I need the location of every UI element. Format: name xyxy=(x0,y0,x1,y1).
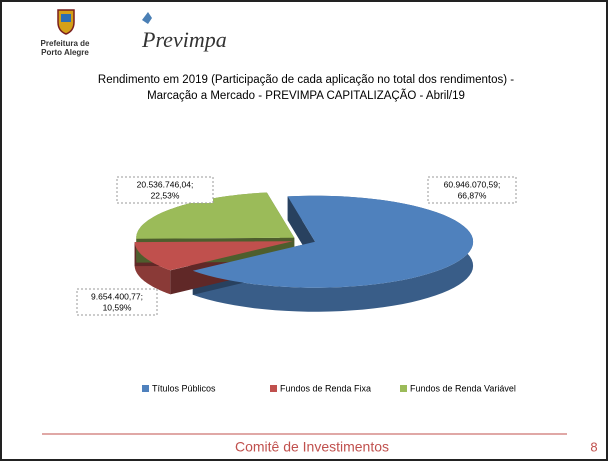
brand: Previmpa xyxy=(141,27,227,52)
data-label: 10,59% xyxy=(103,302,132,312)
data-label: 66,87% xyxy=(458,190,487,200)
data-label: 60.946.070,59; xyxy=(444,179,501,189)
page-number: 8 xyxy=(590,439,597,454)
data-label-box xyxy=(116,176,214,204)
chart-title: Rendimento em 2019 (Participação de cada… xyxy=(97,74,515,102)
data-label-box xyxy=(76,288,158,316)
slice xyxy=(192,195,474,288)
legend-label: Títulos Públicos xyxy=(152,383,216,393)
slice xyxy=(134,241,293,271)
legend-swatch xyxy=(270,385,277,392)
slice-side xyxy=(134,242,171,295)
legend-label: Fundos de Renda Fixa xyxy=(280,383,371,393)
org-line: Porto Alegre xyxy=(41,48,89,57)
data-label: 9.654.400,77; xyxy=(91,291,143,301)
footer: Comitê de Investimentos xyxy=(235,439,389,455)
data-label: 22,53% xyxy=(151,190,180,200)
org-line: Prefeitura de xyxy=(41,39,90,48)
legend-label: Fundos de Renda Variável xyxy=(410,383,516,393)
logo xyxy=(57,9,152,35)
slice xyxy=(136,192,295,239)
legend-swatch xyxy=(400,385,407,392)
legend-swatch xyxy=(142,385,149,392)
data-label: 20.536.746,04; xyxy=(137,179,194,189)
data-label-box xyxy=(427,176,517,204)
